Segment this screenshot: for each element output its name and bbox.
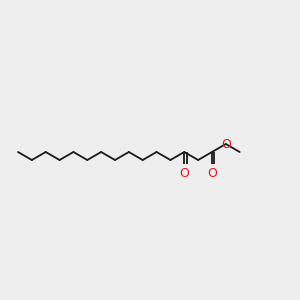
Text: O: O — [179, 167, 189, 179]
Text: O: O — [221, 137, 231, 151]
Text: O: O — [207, 167, 217, 179]
